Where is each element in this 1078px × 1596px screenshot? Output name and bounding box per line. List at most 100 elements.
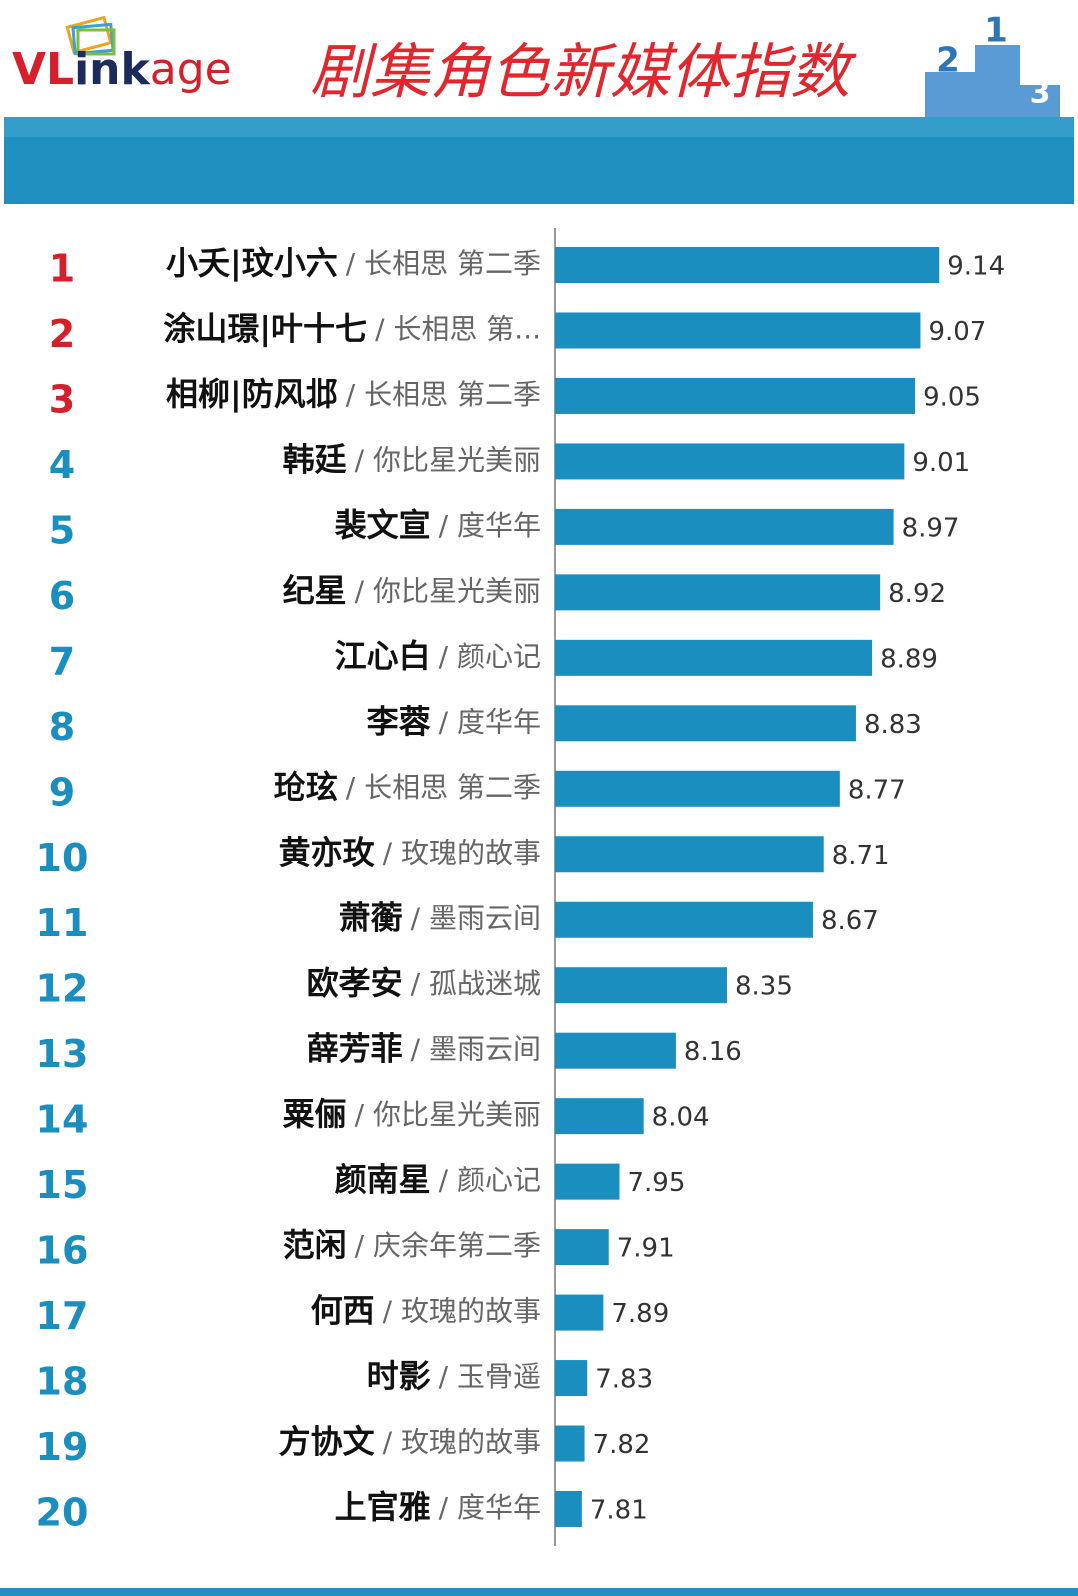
character-name: 时影 — [367, 1357, 431, 1395]
character-name: 方协文 — [279, 1423, 375, 1461]
work-name: / 孤战迷城 — [411, 967, 541, 1000]
character-name: 范闲 — [283, 1226, 347, 1264]
work-name: / 墨雨云间 — [411, 902, 541, 935]
work-name: / 墨雨云间 — [411, 1033, 541, 1066]
rank: 7 — [49, 639, 75, 683]
row-label: 何西 / 玫瑰的故事 — [311, 1292, 541, 1330]
bar — [555, 705, 856, 742]
rank: 14 — [36, 1098, 89, 1142]
podium-digit: 1 — [984, 11, 1008, 51]
character-name: 玱玹 — [274, 768, 338, 806]
value-label: 8.97 — [902, 513, 960, 543]
value-label: 8.92 — [888, 579, 946, 609]
bar — [555, 312, 921, 349]
row-label: 玱玹 / 长相思 第二季 — [274, 768, 541, 806]
work-name: / 长相思 第二季 — [346, 378, 541, 411]
work-name: / 玫瑰的故事 — [383, 1295, 541, 1328]
work-name: / 玫瑰的故事 — [383, 1426, 541, 1459]
rank: 18 — [36, 1360, 89, 1404]
rank: 17 — [36, 1294, 89, 1338]
value-label: 9.05 — [923, 382, 981, 412]
character-name: 纪星 — [283, 571, 347, 609]
rank: 20 — [36, 1491, 89, 1535]
row-label: 韩廷 / 你比星光美丽 — [283, 440, 541, 478]
value-label: 7.95 — [627, 1168, 685, 1198]
logo-part: age — [150, 44, 232, 95]
row-label: 小夭|玟小六 / 长相思 第二季 — [166, 244, 541, 283]
work-name: / 长相思 第二季 — [346, 771, 541, 804]
bar — [555, 1360, 588, 1397]
row-label: 上官雅 / 度华年 — [335, 1488, 541, 1526]
bar — [555, 247, 940, 283]
logo-part: ink — [74, 44, 151, 95]
rank: 9 — [49, 770, 75, 814]
character-name: 颜南星 — [335, 1161, 431, 1199]
row-label: 江心白 / 颜心记 — [335, 637, 541, 675]
value-label: 7.83 — [595, 1365, 653, 1395]
character-name: 小夭|玟小六 — [166, 244, 338, 283]
rank: 12 — [36, 967, 89, 1011]
rank: 10 — [36, 836, 89, 880]
value-label: 8.83 — [864, 710, 922, 740]
value-label: 8.35 — [735, 972, 793, 1002]
rank: 19 — [36, 1425, 89, 1469]
value-label: 8.77 — [848, 775, 906, 805]
row-label: 相柳|防风邶 / 长相思 第二季 — [166, 375, 541, 414]
value-label: 7.91 — [617, 1234, 675, 1264]
rank: 4 — [49, 443, 75, 487]
logo: VLinkage — [12, 44, 232, 95]
bar — [555, 901, 813, 938]
logo-part: VL — [12, 44, 74, 95]
logo-icon — [65, 15, 116, 56]
rank: 2 — [49, 312, 75, 356]
work-name: / 度华年 — [439, 509, 541, 542]
work-name: / 玫瑰的故事 — [383, 836, 541, 869]
character-name: 韩廷 — [283, 440, 347, 478]
row-label: 李蓉 / 度华年 — [367, 702, 541, 740]
value-label: 7.89 — [611, 1299, 669, 1329]
value-label: 9.14 — [947, 252, 1005, 282]
work-name: / 玉骨遥 — [439, 1360, 541, 1393]
podium: 2 1 3 — [925, 11, 1060, 117]
work-name: / 长相思 第... — [375, 312, 541, 345]
character-name: 江心白 — [335, 637, 431, 675]
rank: 16 — [36, 1229, 89, 1273]
row-label: 颜南星 / 颜心记 — [335, 1161, 541, 1199]
work-name: / 度华年 — [439, 705, 541, 738]
bar — [555, 443, 905, 480]
chart-title: 剧集角色新媒体指数 — [310, 38, 857, 108]
character-name: 上官雅 — [335, 1488, 431, 1526]
value-label: 8.89 — [880, 644, 938, 674]
rank: 3 — [49, 377, 75, 421]
podium-digit: 3 — [1030, 76, 1051, 111]
rank: 6 — [49, 574, 75, 618]
bar — [555, 377, 916, 414]
work-name: / 你比星光美丽 — [355, 1098, 541, 1131]
value-label: 7.82 — [593, 1430, 651, 1460]
bar — [555, 1032, 676, 1069]
row-label: 时影 / 玉骨遥 — [367, 1357, 541, 1395]
bar — [555, 1425, 585, 1462]
bar — [555, 1229, 609, 1266]
bar — [555, 639, 873, 676]
row-label: 范闲 / 庆余年第二季 — [283, 1226, 541, 1264]
row-label: 萧蘅 / 墨雨云间 — [339, 899, 541, 937]
bar — [555, 1491, 582, 1527]
rank: 5 — [49, 508, 75, 552]
row-label: 欧孝安 / 孤战迷城 — [307, 964, 541, 1002]
work-name: / 庆余年第二季 — [355, 1229, 541, 1262]
work-name: / 你比星光美丽 — [355, 574, 541, 607]
value-label: 9.01 — [912, 448, 970, 478]
bar — [555, 836, 824, 873]
value-label: 8.71 — [832, 841, 890, 871]
character-name: 裴文宣 — [335, 506, 431, 544]
character-name: 何西 — [311, 1292, 375, 1330]
work-name: / 你比星光美丽 — [355, 443, 541, 476]
bar — [555, 967, 727, 1004]
rank: 13 — [36, 1032, 89, 1076]
character-name: 欧孝安 — [307, 964, 403, 1002]
character-name: 李蓉 — [367, 702, 431, 740]
bar — [555, 1294, 604, 1331]
value-label: 8.04 — [652, 1103, 710, 1133]
